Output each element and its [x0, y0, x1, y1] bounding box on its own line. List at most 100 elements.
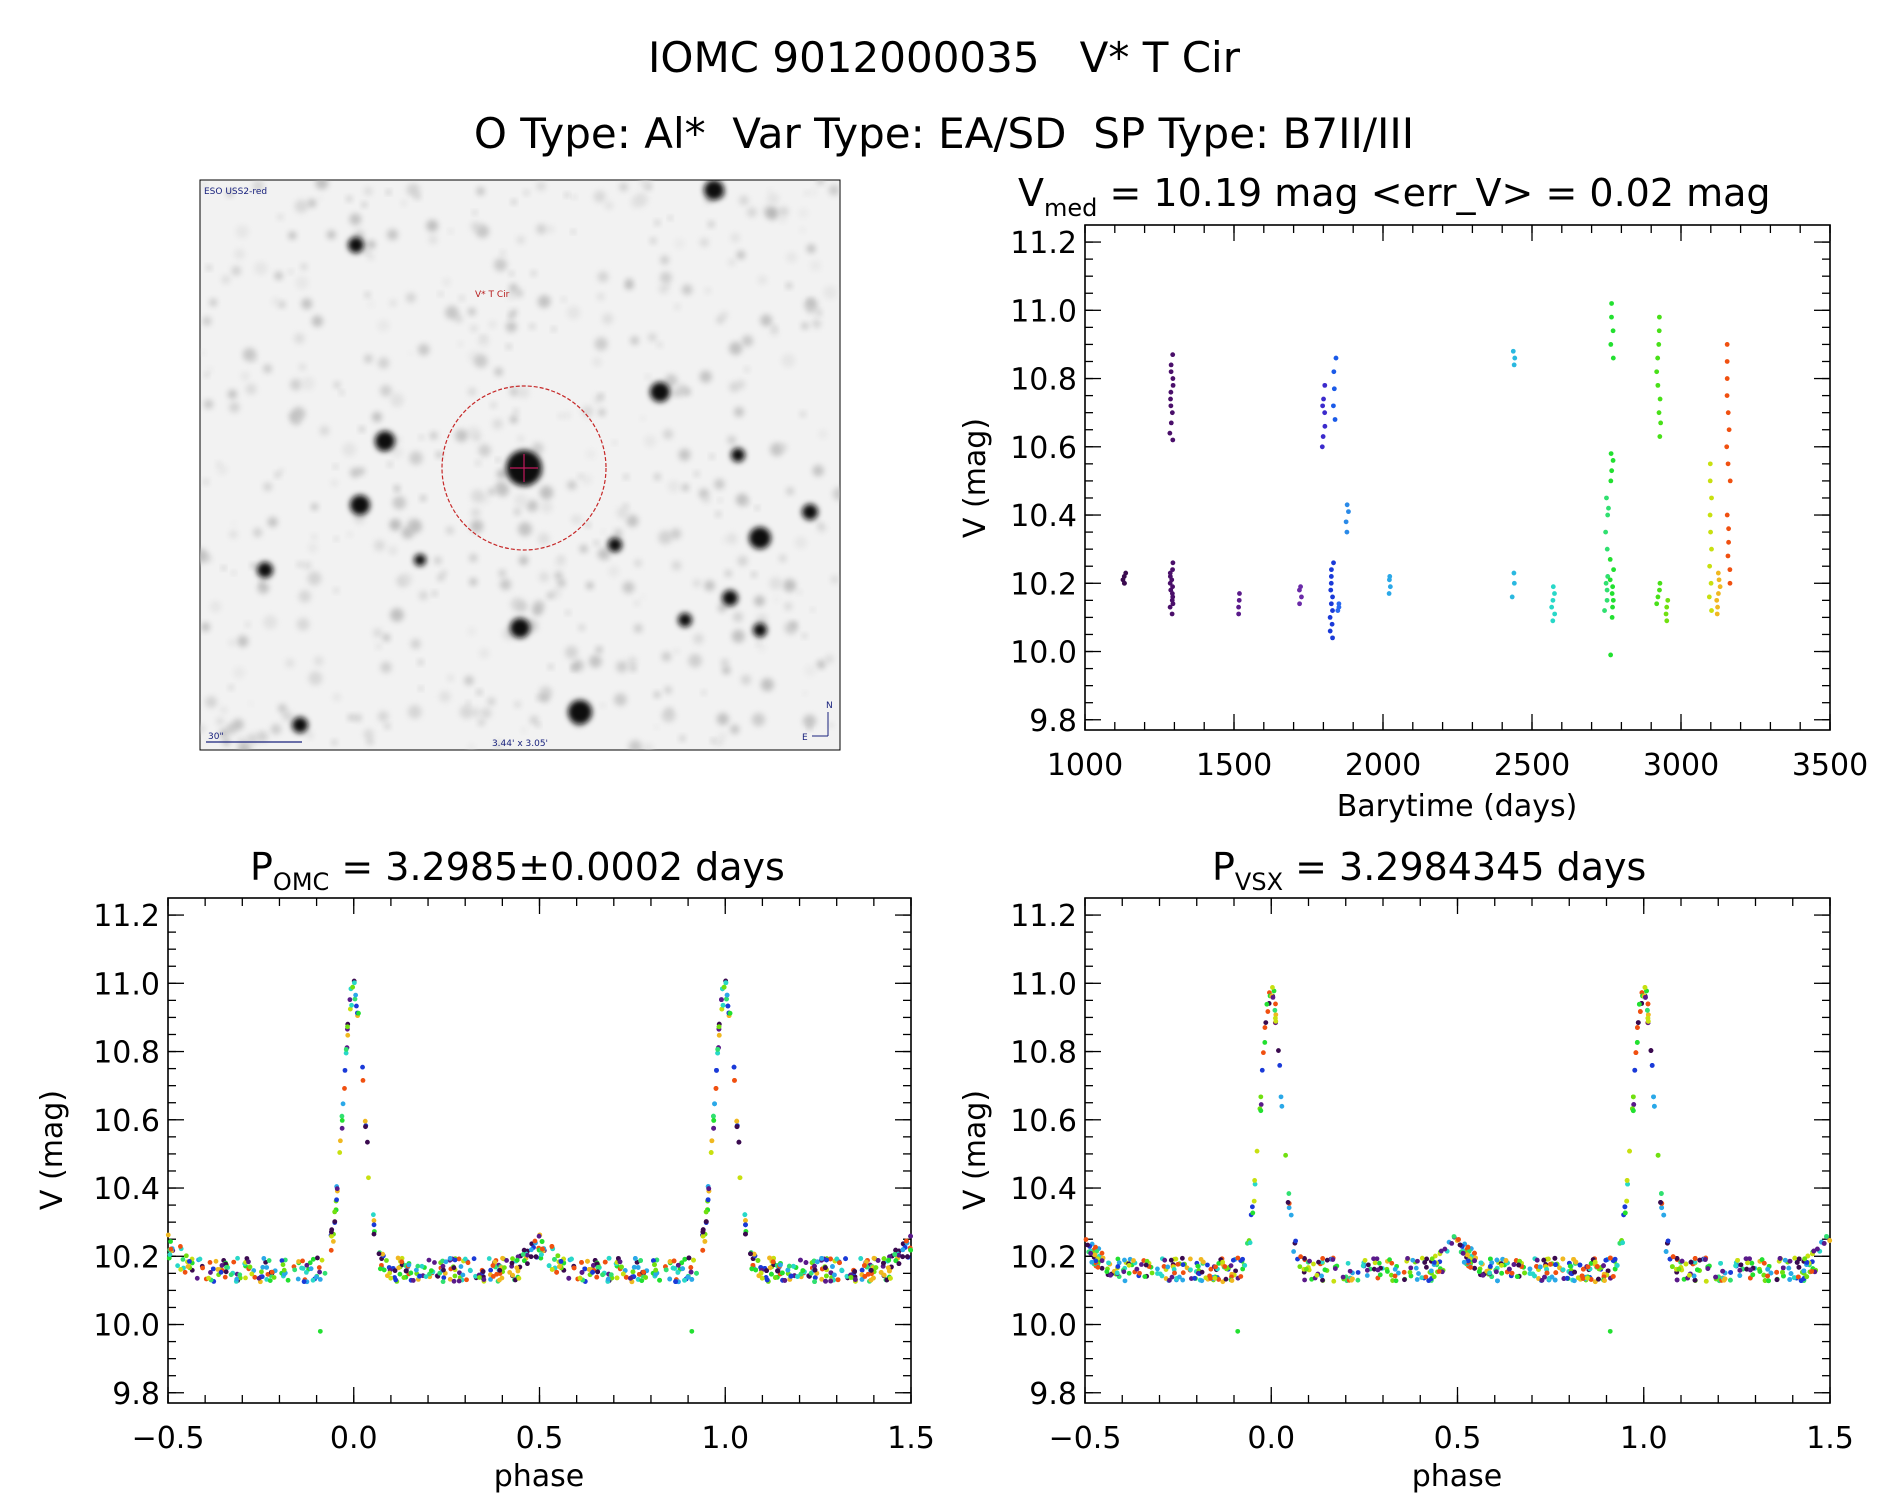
background-star: [467, 307, 477, 316]
data-point: [1478, 1260, 1484, 1266]
data-point: [440, 1279, 446, 1285]
background-star: [311, 315, 324, 327]
background-star: [206, 366, 213, 374]
data-point: [1168, 403, 1174, 409]
data-point: [1203, 1275, 1209, 1281]
data-point: [1272, 1007, 1278, 1013]
background-star: [467, 627, 476, 636]
data-point: [1465, 1258, 1471, 1264]
background-star: [592, 357, 602, 367]
data-point: [350, 984, 356, 990]
background-star: [252, 180, 264, 192]
data-point: [1465, 1252, 1470, 1258]
data-point: [1707, 512, 1713, 518]
background-star: [477, 334, 490, 348]
data-point: [751, 1251, 757, 1257]
background-star: [380, 661, 392, 674]
background-star: [407, 351, 412, 356]
data-point: [1319, 1259, 1325, 1265]
background-star: [494, 367, 504, 377]
data-point: [460, 1272, 466, 1278]
data-point: [1392, 1266, 1398, 1272]
lightcurve-panel: Vmed = 10.19 mag <err_V> = 0.02 mag 1000…: [958, 171, 1868, 824]
background-star: [496, 457, 501, 462]
background-star: [470, 221, 481, 232]
data-point: [1426, 1278, 1432, 1284]
data-point: [1744, 1266, 1750, 1272]
data-point: [1428, 1268, 1434, 1274]
data-point: [1212, 1275, 1218, 1281]
background-star: [540, 501, 553, 514]
data-point: [831, 1272, 837, 1278]
data-point: [207, 1260, 213, 1265]
data-point: [1658, 420, 1664, 426]
data-point: [1410, 1257, 1416, 1263]
background-star: [557, 578, 566, 588]
background-star: [418, 590, 429, 601]
data-point: [1167, 570, 1173, 576]
background-star: [809, 188, 818, 197]
data-point: [1329, 567, 1334, 573]
data-point: [167, 1252, 173, 1257]
background-star: [536, 695, 542, 701]
data-point: [1328, 574, 1334, 579]
background-star: [602, 313, 614, 325]
data-point: [235, 1255, 240, 1261]
data-point: [521, 1258, 527, 1264]
background-star: [333, 587, 339, 594]
background-star: [366, 240, 376, 250]
background-star: [506, 344, 512, 350]
data-point: [1511, 1262, 1517, 1267]
background-star: [467, 743, 475, 750]
data-point: [1499, 1262, 1504, 1268]
data-point: [1592, 1259, 1598, 1265]
data-point: [1692, 1259, 1697, 1265]
background-star: [730, 232, 741, 243]
data-point: [1122, 580, 1127, 586]
data-point: [1788, 1271, 1794, 1276]
data-point: [243, 1275, 248, 1281]
data-point: [549, 1244, 555, 1249]
background-star: [598, 393, 604, 399]
background-star: [744, 366, 750, 373]
data-point: [197, 1256, 203, 1262]
data-point: [1236, 611, 1242, 617]
data-point: [1199, 1269, 1205, 1275]
background-star: [554, 571, 563, 580]
data-point: [1487, 1256, 1493, 1262]
data-point: [1324, 1257, 1330, 1263]
data-point: [798, 1257, 803, 1263]
data-point: [457, 1270, 462, 1276]
background-star: [277, 214, 284, 221]
data-point: [1795, 1274, 1801, 1280]
data-point: [1476, 1269, 1482, 1275]
data-point: [1654, 601, 1660, 607]
background-star: [729, 341, 743, 355]
data-point: [868, 1277, 874, 1283]
background-star: [200, 548, 209, 563]
data-point: [317, 1269, 322, 1275]
data-point: [1683, 1261, 1689, 1267]
background-star: [660, 255, 670, 265]
data-point: [1716, 591, 1721, 596]
data-point: [1737, 1273, 1743, 1278]
data-point: [1293, 1238, 1299, 1244]
background-star: [674, 303, 681, 310]
data-point: [1713, 1274, 1719, 1280]
x-tick-label: −0.5: [132, 1421, 205, 1456]
data-point: [756, 1273, 762, 1279]
background-star: [645, 374, 651, 380]
data-point: [708, 1150, 714, 1155]
background-star: [699, 370, 712, 383]
y-tick-label: 10.4: [1010, 499, 1077, 534]
data-point: [1167, 1277, 1172, 1283]
data-point: [308, 1266, 314, 1272]
data-point: [566, 1275, 572, 1281]
data-point: [1402, 1277, 1407, 1283]
background-star: [409, 451, 423, 465]
data-point: [1330, 635, 1335, 641]
data-point: [464, 1277, 469, 1283]
data-point: [194, 1275, 200, 1281]
data-point: [417, 1273, 423, 1279]
data-point: [667, 1259, 673, 1264]
